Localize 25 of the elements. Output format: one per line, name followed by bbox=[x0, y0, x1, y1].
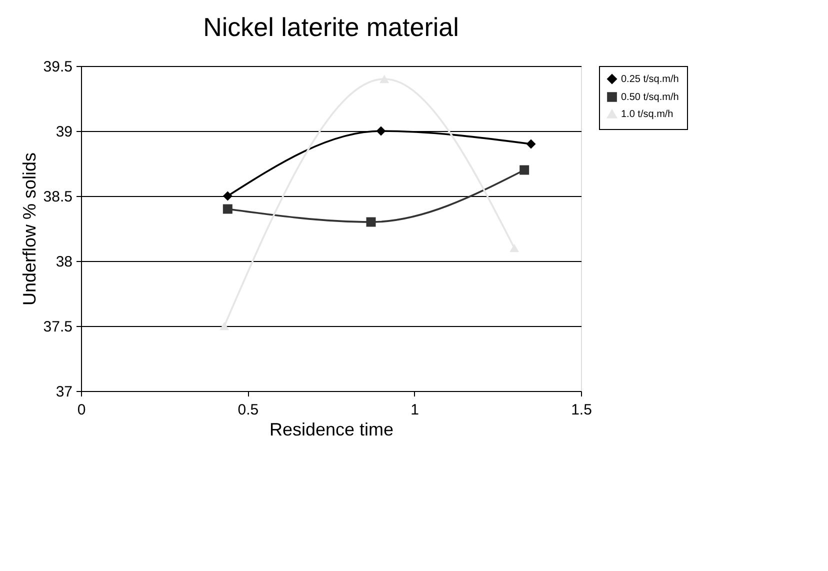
point bbox=[220, 322, 230, 330]
point bbox=[510, 244, 520, 252]
y-tick-label: 38 bbox=[56, 254, 72, 270]
y-axis-title: Underflow % solids bbox=[19, 152, 40, 306]
point bbox=[222, 191, 232, 201]
legend-label: 1.0 t/sq.m/h bbox=[621, 109, 674, 120]
y-tick-label: 37.5 bbox=[43, 318, 72, 336]
chart-title: Nickel laterite material bbox=[203, 12, 459, 42]
y-tick-label: 39 bbox=[56, 124, 72, 140]
point bbox=[376, 126, 386, 136]
x-tick-label: 1.5 bbox=[571, 402, 592, 418]
y-tick-label: 38.5 bbox=[43, 188, 72, 206]
x-tick-label: 1 bbox=[410, 402, 420, 418]
point bbox=[380, 74, 390, 84]
x-tick-label: 0.5 bbox=[238, 402, 259, 418]
point bbox=[520, 165, 530, 175]
x-axis-title: Residence time bbox=[269, 420, 394, 440]
x-tick-label: 0 bbox=[77, 402, 86, 418]
legend-label: 0.50 t/sq.m/h bbox=[621, 92, 679, 103]
legend-label: 0.25 t/sq.m/h bbox=[621, 74, 679, 85]
y-tick-label: 39.5 bbox=[43, 58, 72, 76]
y-tick-label: 37 bbox=[56, 384, 72, 400]
point bbox=[222, 204, 232, 214]
point bbox=[526, 139, 536, 149]
point bbox=[366, 217, 376, 227]
